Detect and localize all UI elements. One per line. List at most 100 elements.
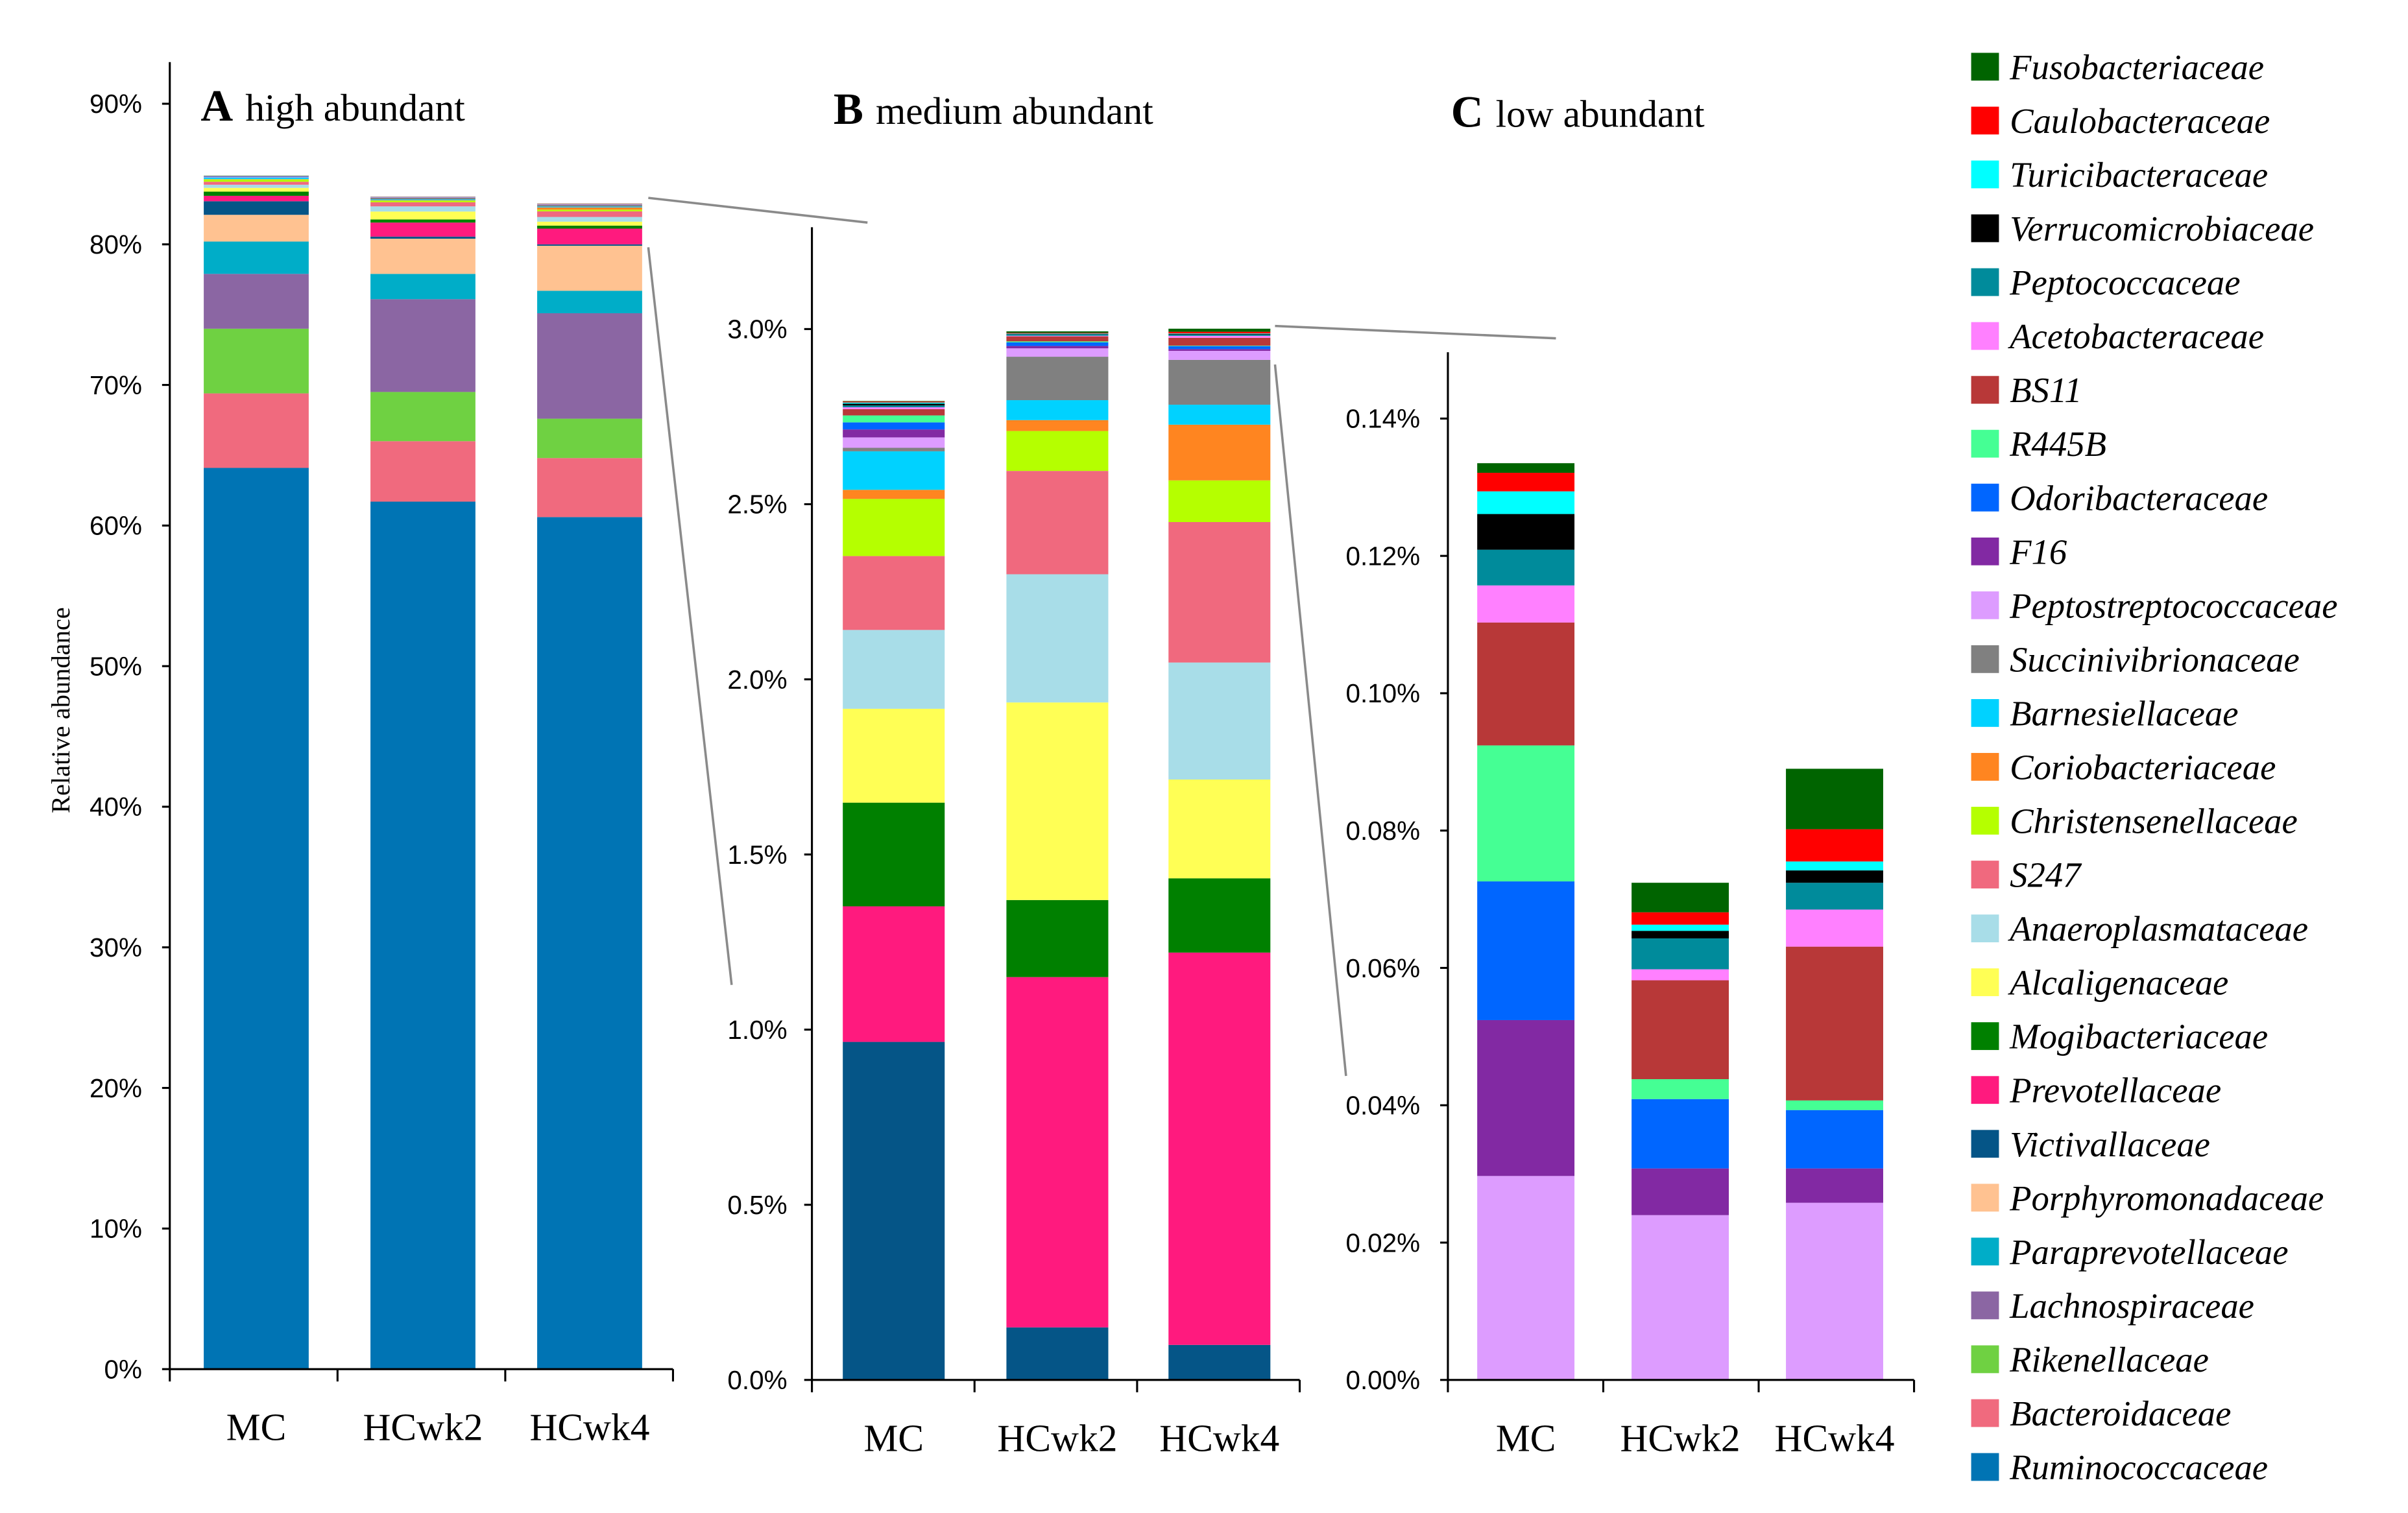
bar-segment-f16 [1786,1168,1883,1203]
legend-swatch [1971,591,1999,619]
bar-segment-bs11 [1168,337,1271,346]
bar-segment-peptostreptococcaceae [1006,348,1109,357]
bar-segment-anaeroplasmataceae [204,184,309,188]
bar-segment-lachnospiraceae [537,313,642,419]
legend-label: BS11 [2010,370,2082,410]
legend-item: Paraprevotellaceae [1971,1232,2289,1272]
bar-segment-paraprevotellaceae [370,274,476,300]
x-tick-label: MC [1496,1416,1556,1459]
bar-segment-peptostreptococcaceae [537,204,642,205]
bar-segment-r445b [1631,1079,1729,1099]
bar-segment-bs11 [1006,336,1109,342]
connector-b-c-bottom [1273,364,1347,1077]
bar-segment-victivallaceae [1006,1327,1109,1380]
bar-segment-succinivibrionaceae [843,447,945,451]
legend-swatch [1971,1130,1999,1158]
bar-HCwk2 [1006,331,1109,1380]
bar-HCwk2 [1631,883,1729,1380]
bar-segment-bs11 [1631,980,1729,1080]
bar-segment-mogibacteriaceae [843,802,945,907]
bar-segment-victivallaceae [537,244,642,246]
bar-segment-paraprevotellaceae [537,291,642,314]
bar-segment-alcaligenaceae [1006,702,1109,900]
bar-segment-alcaligenaceae [204,187,309,192]
legend-label: Rikenellaceae [2009,1340,2209,1379]
bar-segment-bacteroidaceae [204,393,309,468]
legend-label: Coriobacteriaceae [2010,747,2276,787]
bar-segment-f16 [1168,349,1271,351]
y-tick-label: 2.5% [727,490,787,519]
bar-segment-fusobacteriaceae [1006,331,1109,333]
legend-swatch [1971,1184,1999,1212]
legend-swatch [1971,1345,1999,1374]
legend-label: Acetobacteraceae [2008,316,2264,356]
y-tick-label: 3.0% [727,315,787,344]
bar-segment-mogibacteriaceae [537,225,642,229]
y-axis-label: Relative abundance [46,607,75,813]
legend-swatch [1971,53,1999,81]
bar-segment-christensenellaceae [537,209,642,211]
legend-swatch [1971,968,1999,997]
bar-segment-anaeroplasmataceae [370,206,476,212]
legend-label: Porphyromonadaceae [2009,1178,2324,1218]
legend-label: Paraprevotellaceae [2009,1232,2288,1272]
bar-segment-peptostreptococcaceae [1786,1202,1883,1380]
y-tick-label: 10% [90,1214,142,1244]
legend-swatch [1971,1453,1999,1481]
legend-label: Alcaligenaceae [2008,963,2228,1003]
bar-segment-alcaligenaceae [843,708,945,803]
legend-swatch [1971,1399,1999,1427]
bar-segment-verrucomicrobiaceae [1631,931,1729,938]
connector-a-b-top [648,197,868,224]
legend-item: S247 [1971,855,2082,895]
y-tick-label: 70% [90,370,142,400]
bar-segment-caulobacteraceae [1477,473,1575,492]
bar-segment-anaeroplasmataceae [843,630,945,709]
bar-segment-acetobacteraceae [1168,335,1271,338]
y-tick-label: 0.08% [1345,816,1420,846]
legend-swatch [1971,268,1999,296]
bar-segment-christensenellaceae [1168,480,1271,523]
bar-segment-prevotellaceae [204,195,309,202]
legend-item: R445B [1971,424,2106,464]
bar-segment-turicibacteraceae [1168,333,1271,334]
bar-segment-victivallaceae [1168,1344,1271,1380]
bar-segment-odoribacteraceae [843,422,945,430]
legend-item: Turicibacteraceae [1971,155,2268,195]
legend-item: Anaeroplasmataceae [1971,909,2308,949]
bar-segment-anaeroplasmataceae [1006,574,1109,703]
bar-HCwk4 [1168,328,1271,1380]
connector-b-c-top [1275,324,1556,340]
bar-segment-f16 [1631,1168,1729,1215]
bar-MC [843,401,945,1380]
bar-segment-coriobacteriaceae [843,490,945,499]
bar-segment-s247 [843,556,945,630]
x-tick-label: MC [226,1406,287,1449]
legend-item: Peptostreptococcaceae [1971,586,2337,625]
bar-segment-succinivibrionaceae [1006,357,1109,401]
legend-item: Barnesiellaceae [1971,693,2239,733]
bar-segment-barnesiellaceae [1168,405,1271,425]
bar-segment-succinivibrionaceae [537,204,642,207]
bar-segment-peptococcaceae [1006,334,1109,336]
bar-segment-victivallaceae [370,236,476,239]
legend-item: Victivallaceae [1971,1125,2210,1164]
bar-segment-peptococcaceae [1786,883,1883,910]
bar-segment-peptostreptococcaceae [1168,350,1271,360]
bar-segment-rikenellaceae [370,392,476,442]
bar-segment-odoribacteraceae [1168,346,1271,350]
legend-item: Alcaligenaceae [1971,963,2228,1003]
legend-item: Bacteroidaceae [1971,1394,2231,1433]
bar-segment-acetobacteraceae [1786,909,1883,947]
y-tick-label: 0.5% [727,1190,787,1220]
y-tick-label: 1.0% [727,1015,787,1045]
bar-segment-ruminococcaceae [370,501,476,1370]
legend-label: Prevotellaceae [2009,1071,2221,1110]
legend-swatch [1971,483,1999,512]
legend-swatch [1971,214,1999,243]
legend-label: R445B [2009,424,2106,464]
